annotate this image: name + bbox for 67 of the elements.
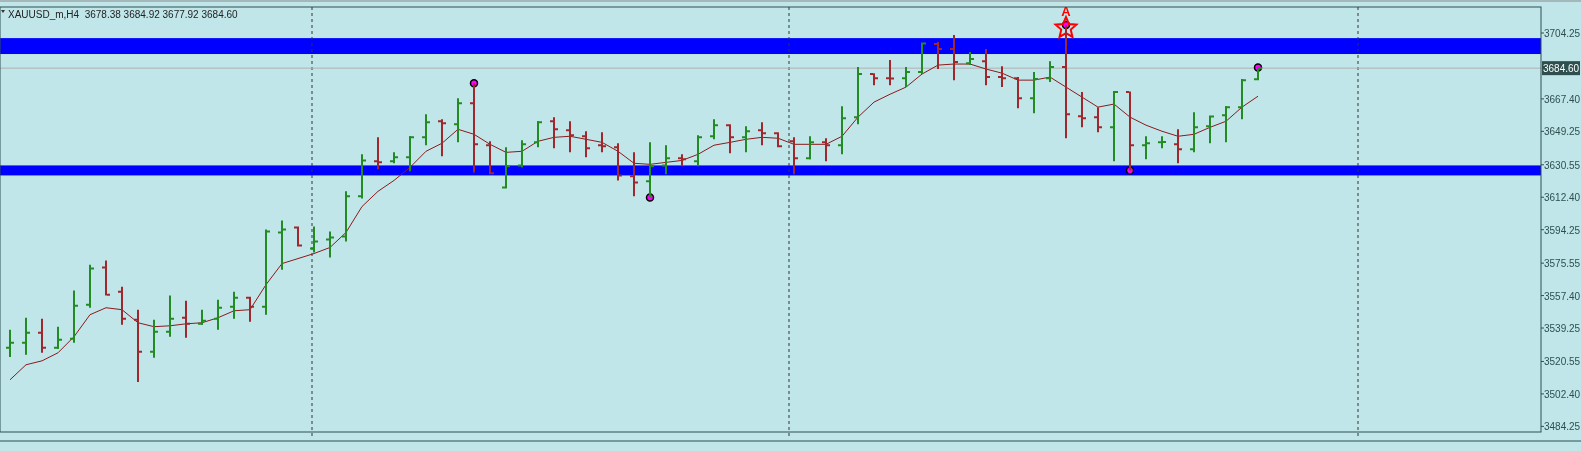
candlestick [1014, 76, 1022, 110]
candlestick [38, 317, 46, 354]
candlestick [326, 230, 334, 259]
candlestick [374, 136, 382, 171]
candlestick [550, 116, 558, 150]
y-tick-label: 3539.25 [1544, 323, 1581, 335]
y-tick-label: 3704.25 [1544, 28, 1581, 40]
candlestick [166, 294, 174, 338]
candlestick [646, 141, 654, 199]
candlestick [726, 123, 734, 155]
candlestick [150, 318, 158, 359]
candlestick [710, 118, 718, 141]
candlestick [1078, 91, 1086, 129]
candlestick [22, 316, 30, 356]
candlestick [950, 34, 958, 82]
candlestick [790, 136, 798, 176]
candlestick [662, 144, 670, 176]
candlestick [598, 131, 606, 154]
candlestick [1190, 111, 1198, 154]
candlestick [998, 65, 1006, 89]
y-tick-label: 3594.25 [1544, 224, 1581, 236]
chart-title: XAUUSD_m,H4 3678.38 3684.92 3677.92 3684.60 [8, 9, 239, 20]
candlestick [246, 295, 254, 323]
candlestick [6, 328, 14, 358]
candlestick [54, 325, 62, 350]
candlestick [982, 48, 990, 87]
candlestick [934, 41, 942, 71]
candlestick [1206, 115, 1214, 145]
candlestick [822, 137, 830, 163]
ref-line-label: 3684.60 [1543, 63, 1580, 75]
candlestick [758, 121, 766, 147]
candlestick [454, 97, 462, 144]
y-tick-label: 3649.25 [1544, 126, 1581, 138]
candlestick [294, 225, 302, 248]
y-tick-label: 3630.55 [1544, 159, 1581, 171]
candlestick [582, 130, 590, 159]
annotation: A [1061, 4, 1072, 20]
candlestick [278, 219, 286, 271]
candlestick [902, 66, 910, 89]
candlestick [1046, 60, 1054, 84]
y-tick-label: 3612.40 [1544, 192, 1581, 204]
candlestick [1094, 106, 1102, 134]
y-tick-label: 3520.55 [1544, 356, 1581, 368]
candlestick [1142, 135, 1150, 161]
candlestick [230, 290, 238, 320]
candlestick [1174, 128, 1182, 165]
y-tick-label: 3484.25 [1544, 421, 1581, 433]
candlestick [422, 113, 430, 147]
candlestick [1030, 71, 1038, 115]
candlestick [534, 120, 542, 149]
y-tick-label: 3502.40 [1544, 388, 1581, 400]
candlestick [518, 139, 526, 169]
candlestick [438, 118, 446, 158]
candlestick [406, 135, 414, 173]
candlestick [630, 151, 638, 198]
candlestick [1222, 105, 1230, 144]
candlestick [182, 299, 190, 339]
candlestick [566, 120, 574, 154]
candlestick [742, 125, 750, 154]
candlestick [310, 225, 318, 254]
candlestick [678, 153, 686, 168]
candlestick [502, 146, 510, 189]
y-tick-label: 3557.40 [1544, 290, 1581, 302]
candlestick [214, 298, 222, 331]
candlestick [886, 59, 894, 87]
y-tick-label: 3575.55 [1544, 258, 1581, 270]
y-tick-label: 3667.40 [1544, 93, 1581, 105]
